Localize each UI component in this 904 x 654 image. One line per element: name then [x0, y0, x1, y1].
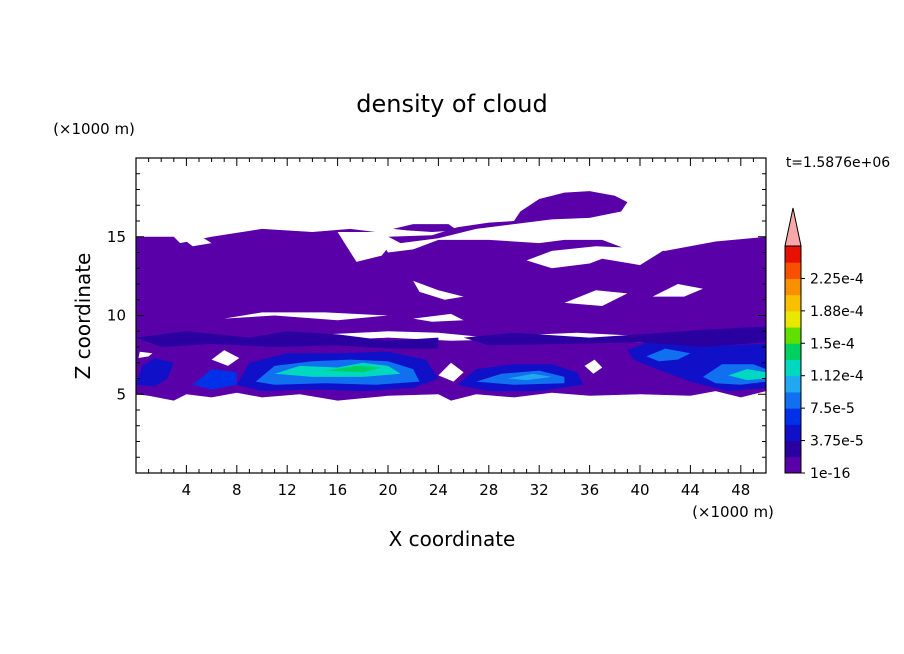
y-unit-label: (×1000 m)	[53, 120, 135, 138]
colorbar-swatch	[785, 310, 801, 328]
x-tick-label: 36	[580, 481, 599, 499]
contour-region-core-right-edge-peak	[728, 369, 766, 381]
colorbar-extend-arrow	[784, 207, 802, 247]
x-tick-label: 12	[278, 481, 297, 499]
colorbar-swatch	[785, 246, 801, 263]
x-tick-label: 8	[232, 481, 242, 499]
colorbar-label: 1.5e-4	[810, 336, 855, 352]
x-tick-label: 40	[630, 481, 649, 499]
colorbar-swatch	[785, 391, 801, 409]
y-tick-label: 10	[107, 307, 126, 325]
colorbar-swatch	[785, 456, 801, 474]
x-tick-label: 16	[328, 481, 347, 499]
colorbar-label: 2.25e-4	[810, 271, 864, 287]
x-tick-label: 24	[429, 481, 448, 499]
y-axis-label: Z coordinate	[71, 253, 95, 380]
contour-region-core-center-peak	[507, 373, 552, 381]
contour-gap-gap-center-notch	[413, 280, 464, 300]
colorbar-swatch	[785, 278, 801, 296]
colorbar-swatch	[785, 359, 801, 377]
contour-region-core-left-sub	[192, 369, 237, 390]
colorbar-label: 1.88e-4	[810, 304, 864, 320]
contour-gap-gap-upper-mid-1	[224, 312, 388, 321]
contour-region-core-far-left	[136, 358, 174, 387]
x-tick-label: 20	[378, 481, 397, 499]
colorbar: 1e-16 3.75e-5 7.5e-5 1.12e-4 1.5e-4 1.88e-4 2.…	[784, 207, 864, 482]
colorbar-swatch	[785, 440, 801, 458]
colorbar-label: 1e-16	[810, 466, 850, 482]
colorbar-swatch	[785, 408, 801, 425]
contour-gap-gap-mid-core-3	[584, 359, 603, 374]
colorbar-swatch	[785, 343, 801, 360]
chart-title: density of cloud	[356, 90, 547, 118]
contour-gap-gap-left-core	[138, 351, 153, 358]
contour-region-upper-stratiform	[136, 228, 766, 340]
contour-gap-gap-top-left	[180, 235, 212, 247]
time-label: t=1.5876e+06	[786, 155, 890, 171]
x-tick-label: 48	[731, 481, 750, 499]
x-tick-label: 44	[681, 481, 700, 499]
contour-region-upper-anvil-wisp	[393, 224, 458, 232]
colorbar-swatch	[785, 424, 801, 442]
colorbar-swatch	[785, 327, 801, 344]
colorbar-label: 1.12e-4	[810, 369, 864, 385]
y-axis-ticks: 5 10 15	[107, 173, 766, 458]
contour-gap-gap-mid-core-2	[438, 362, 464, 382]
contour-gap-gap-center-top	[337, 232, 395, 262]
contour-region-mid-band-left	[136, 331, 439, 349]
x-tick-label: 4	[182, 481, 192, 499]
contour-gap-gap-right-top	[526, 246, 666, 269]
contour-field	[136, 191, 766, 401]
contour-gap-gap-mid-core-1	[211, 350, 240, 366]
x-tick-label: 28	[479, 481, 498, 499]
x-tick-label: 32	[530, 481, 549, 499]
colorbar-label: 3.75e-5	[810, 434, 864, 450]
y-tick-label: 5	[116, 385, 126, 403]
contour-region-mid-band-right	[463, 326, 766, 347]
contour-region-upper-anvil	[388, 191, 628, 244]
x-unit-label: (×1000 m)	[692, 503, 774, 521]
x-axis-ticks: 4 8 12 16 20 24 28 32 36 40 44 48	[148, 158, 754, 499]
colorbar-swatch	[785, 262, 801, 279]
contour-region-core-left-max	[325, 365, 382, 373]
contour-gap-gap-right-mid-2	[652, 284, 703, 297]
contour-gap-gap-right-mid	[564, 290, 628, 306]
contour-gap-gap-upper-mid-2	[413, 313, 464, 322]
x-axis-label: X coordinate	[389, 527, 516, 551]
colorbar-frame	[784, 245, 802, 474]
y-tick-label: 15	[107, 228, 126, 246]
colorbar-label: 7.5e-5	[810, 401, 855, 417]
colorbar-swatch	[785, 294, 801, 312]
colorbar-swatch	[785, 375, 801, 393]
contour-region-core-right-inner	[646, 348, 691, 362]
